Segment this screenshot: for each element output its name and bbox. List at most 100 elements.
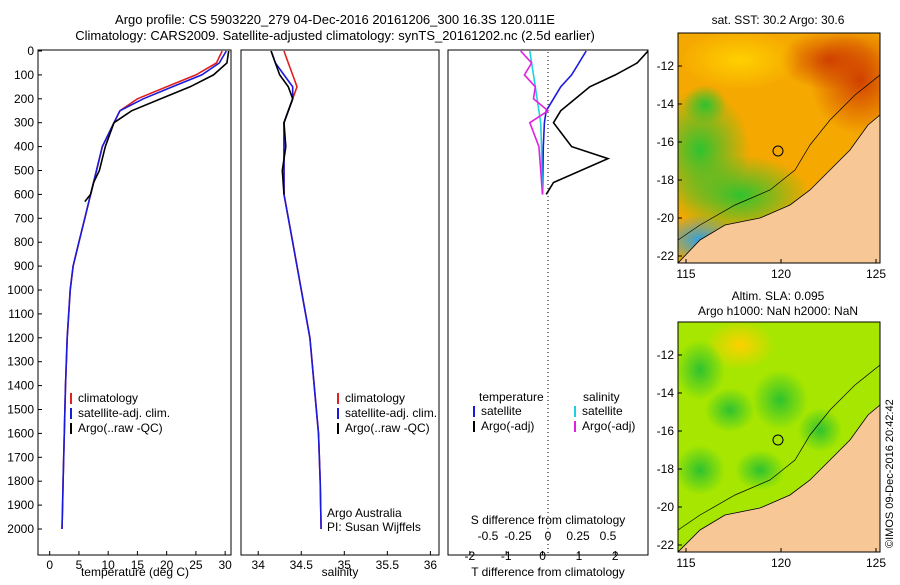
profile-line-t-satellite — [541, 50, 587, 195]
temperature-frame — [37, 49, 232, 556]
profile-line-s-argo-adj- — [520, 50, 550, 195]
x-tick-label: 36 — [424, 558, 438, 572]
depth-tick-label: 1300 — [7, 355, 34, 369]
sla-coastline — [678, 404, 880, 552]
sla-map-frame — [677, 321, 881, 553]
x-tick-label: 34 — [252, 558, 266, 572]
difference-axes: -2 -1 0 1 2 -0.5 -0.25 0 0.25 0.5 — [464, 529, 618, 563]
s-tick-label: 0.25 — [566, 529, 590, 543]
temperature-x-axis: 0 5 10 15 20 25 30 — [46, 551, 232, 572]
x-tick-label: 35.5 — [376, 558, 400, 572]
map-y-tick-label: -14 — [657, 386, 675, 400]
sla-argo-position-marker — [772, 434, 784, 446]
depth-tick-label: 200 — [14, 92, 34, 106]
sst-map-title: sat. SST: 30.2 Argo: 30.6 — [712, 13, 845, 27]
legend-label: satellite-adj. clim. — [78, 406, 170, 420]
depth-tick-label: 1100 — [8, 307, 34, 321]
salinity-xlabel: salinity — [322, 565, 359, 579]
legend-label: climatology — [345, 391, 405, 405]
legend-label: Argo(..raw -QC) — [345, 421, 430, 435]
t-tick-label: 2 — [612, 549, 619, 563]
x-tick-label: 10 — [102, 558, 116, 572]
legend-t-sat: satellite — [481, 404, 522, 418]
salinity-x-axis: 34 34.5 35 35.5 36 — [252, 551, 438, 572]
map-x-tick-label: 120 — [771, 556, 791, 570]
temperature-panel: 0100200300400500600700800900100011001200… — [7, 44, 232, 579]
map-y-tick-label: -20 — [657, 211, 675, 225]
profile-line-climatology — [61, 50, 223, 530]
depth-tick-label: 1400 — [7, 379, 34, 393]
difference-frame — [447, 49, 649, 556]
depth-tick-label: 600 — [14, 187, 34, 201]
sla-map-image — [678, 322, 880, 552]
sst-map-image — [678, 33, 880, 263]
legend-t-argo: Argo(-adj) — [481, 419, 534, 433]
map-x-tick-label: 120 — [771, 267, 791, 281]
depth-tick-label: 2000 — [7, 522, 34, 536]
difference-legend: temperature salinity satellite Argo(-adj… — [473, 390, 635, 433]
salinity-frame — [240, 49, 440, 556]
depth-tick-label: 100 — [14, 68, 34, 82]
map-x-tick-label: 125 — [866, 556, 886, 570]
t-tick-label: -2 — [464, 549, 475, 563]
profile-line-satellite-adj-clim- — [61, 50, 227, 530]
depth-tick-label: 1600 — [7, 426, 34, 440]
sla-isobath — [678, 364, 880, 531]
map-y-tick-label: -22 — [657, 538, 675, 552]
map-y-tick-label: -22 — [657, 249, 675, 263]
temperature-profiles — [61, 50, 230, 530]
map-y-tick-label: -18 — [657, 462, 675, 476]
sst-argo-position-marker — [772, 145, 784, 157]
s-difference-label: S difference from climatology — [471, 513, 626, 527]
map-y-tick-label: -14 — [657, 97, 675, 111]
depth-axis: 0 100 200 300 400 500 600 700 800 900 1000 1100 1200… — [7, 44, 42, 536]
map-y-tick-label: -12 — [657, 348, 675, 362]
depth-tick-label: 0 — [27, 44, 34, 58]
difference-profiles — [520, 50, 648, 195]
s-tick-label: -0.25 — [504, 529, 532, 543]
legend-label: satellite-adj. clim. — [345, 406, 437, 420]
map-y-tick-label: -12 — [657, 59, 675, 73]
sst-map-frame — [677, 32, 881, 264]
depth-tick-label: 1200 — [7, 331, 34, 345]
map-y-tick-label: -16 — [657, 424, 675, 438]
profile-line-satellite-adj-clim- — [270, 50, 322, 530]
profile-line-argo-raw-qc- — [270, 50, 294, 195]
x-tick-label: 0 — [46, 558, 53, 572]
map-y-tick-label: -16 — [657, 135, 675, 149]
depth-tick-label: 500 — [14, 164, 34, 178]
x-tick-label: 34.5 — [290, 558, 314, 572]
legend-salinity-title: salinity — [583, 390, 620, 404]
t-tick-label: 1 — [576, 549, 583, 563]
depth-tick-label: 800 — [14, 235, 34, 249]
salinity-panel: 34 34.5 35 35.5 36 salinity climatologysatel… — [240, 49, 440, 579]
profile-line-s-satellite — [529, 50, 544, 195]
profile-line-climatology — [283, 50, 322, 530]
x-tick-label: 5 — [76, 558, 83, 572]
temperature-xlabel: temperature (deg C) — [81, 565, 189, 579]
imos-credit: ©IMOS 09-Dec-2016 20:42:42 — [884, 399, 896, 548]
credit-argo-australia: Argo Australia — [327, 506, 402, 520]
depth-tick-label: 900 — [14, 259, 34, 273]
sst-isobath — [678, 74, 880, 241]
x-tick-label: 20 — [160, 558, 174, 572]
x-tick-label: 15 — [131, 558, 145, 572]
sla-map-title-line1: Altim. SLA: 0.095 — [732, 289, 825, 303]
salinity-profiles — [270, 50, 322, 530]
map-x-tick-label: 115 — [676, 556, 695, 570]
x-tick-label: 35 — [338, 558, 352, 572]
difference-panel: -2 -1 0 1 2 -0.5 -0.25 0 0.25 0.5 S difference fr… — [447, 49, 649, 579]
legend-label: Argo(..raw -QC) — [78, 421, 163, 435]
s-tick-label: 0.5 — [600, 529, 617, 543]
depth-tick-label: 1900 — [7, 498, 34, 512]
s-tick-label: -0.5 — [478, 529, 499, 543]
sla-map-title-line2: Argo h1000: NaN h2000: NaN — [698, 304, 858, 318]
depth-tick-label: 1700 — [7, 450, 34, 464]
depth-tick-label: 400 — [14, 140, 34, 154]
legend-s-sat: satellite — [582, 404, 623, 418]
sst-coastline — [678, 114, 880, 263]
